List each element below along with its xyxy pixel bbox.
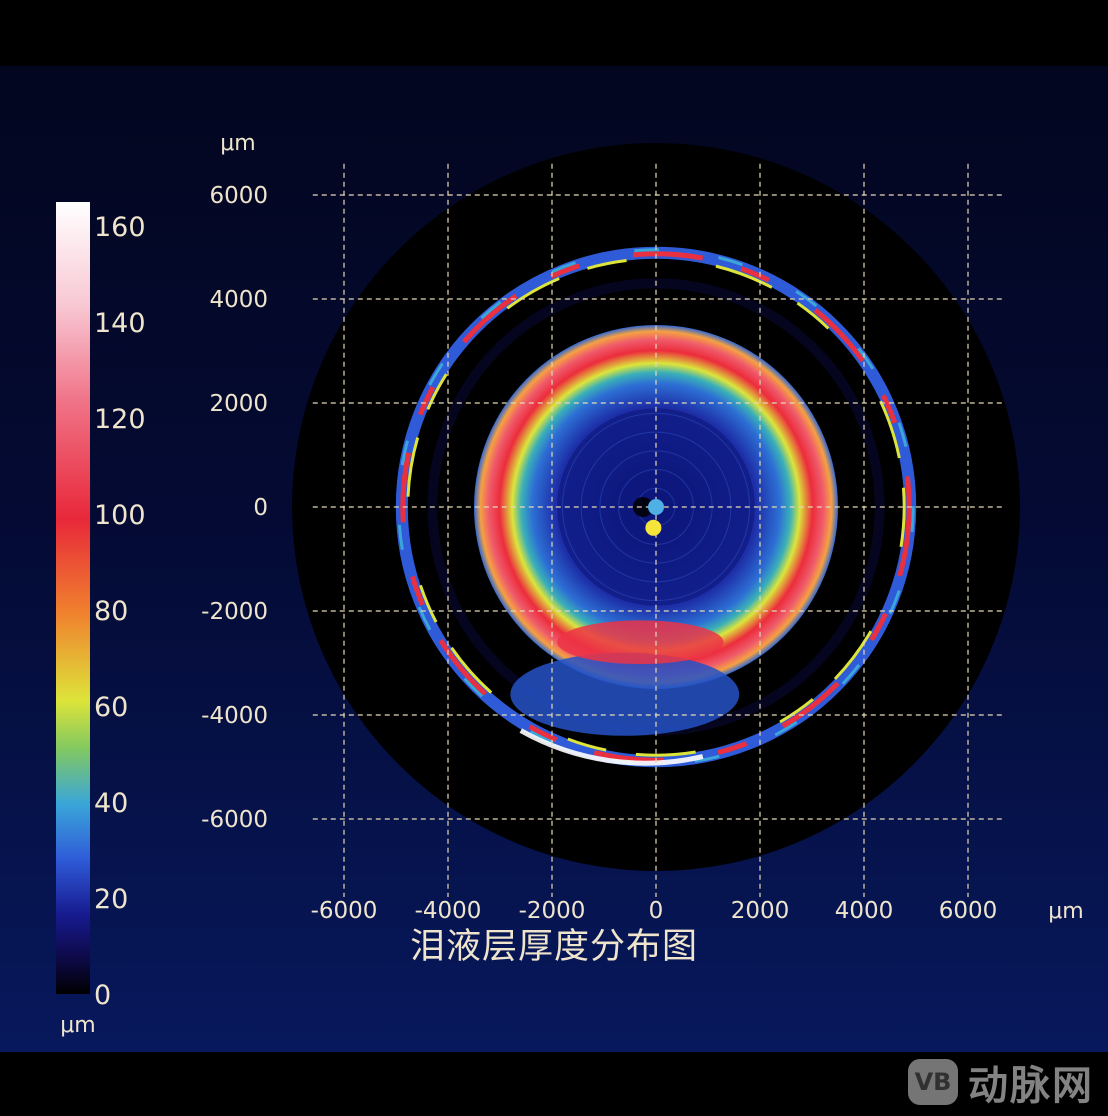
colorbar-tick-label: 60 bbox=[94, 692, 128, 723]
colorbar-tick-label: 40 bbox=[94, 788, 128, 819]
central-dark-spot bbox=[633, 497, 653, 517]
lower-red-band bbox=[557, 620, 724, 665]
x-tick-label: 4000 bbox=[835, 898, 894, 924]
y-tick-label: -2000 bbox=[201, 599, 268, 625]
lower-lobe bbox=[510, 652, 740, 736]
x-axis-unit-label: μm bbox=[1048, 899, 1083, 924]
yellow-marker bbox=[645, 519, 662, 536]
colorbar-tick-label: 140 bbox=[94, 308, 146, 339]
chart-title: 泪液层厚度分布图 bbox=[409, 927, 698, 967]
colorbar-tick-label: 100 bbox=[94, 500, 146, 531]
colorbar-unit-label: μm bbox=[60, 1013, 95, 1038]
x-tick-label: 6000 bbox=[939, 898, 998, 924]
y-tick-label: 6000 bbox=[209, 183, 268, 209]
watermark-text: 动脉网 bbox=[968, 1063, 1094, 1109]
colorbar-tick-label: 120 bbox=[94, 404, 146, 435]
watermark-logo: VB bbox=[908, 1059, 958, 1105]
x-tick-label: -4000 bbox=[415, 898, 482, 924]
grid-lines bbox=[312, 163, 1005, 897]
colorbar: 0 20 40 60 80 100 120 140 160 μm bbox=[56, 202, 146, 1038]
x-axis-ticks: -6000 -4000 -2000 0 2000 4000 6000 bbox=[311, 898, 998, 924]
watermark: VB 动脉网 bbox=[908, 1058, 1094, 1109]
top-black-bar bbox=[0, 0, 1108, 66]
outer-ring-white-arc bbox=[519, 728, 704, 766]
colorbar-tick-label: 0 bbox=[94, 980, 111, 1011]
x-tick-label: 2000 bbox=[731, 898, 790, 924]
y-tick-label: 4000 bbox=[209, 287, 268, 313]
colorbar-gradient bbox=[56, 202, 90, 994]
center-markers bbox=[645, 499, 664, 536]
y-axis-unit-label: μm bbox=[220, 131, 255, 156]
y-tick-label: 0 bbox=[253, 495, 268, 521]
x-tick-label: -2000 bbox=[519, 898, 586, 924]
blue-marker bbox=[648, 499, 664, 515]
chart-panel: 0 20 40 60 80 100 120 140 160 μm -6000 -4000 -2000… bbox=[0, 66, 1108, 1052]
outer-ring-yellow bbox=[406, 257, 906, 757]
x-tick-label: -6000 bbox=[311, 898, 378, 924]
y-tick-label: -4000 bbox=[201, 703, 268, 729]
colorbar-tick-label: 80 bbox=[94, 596, 128, 627]
y-tick-label: -6000 bbox=[201, 807, 268, 833]
y-tick-label: 2000 bbox=[209, 391, 268, 417]
colorbar-tick-label: 20 bbox=[94, 884, 128, 915]
colorbar-tick-label: 160 bbox=[94, 212, 146, 243]
y-axis-ticks: 6000 4000 2000 0 -2000 -4000 -6000 bbox=[201, 183, 268, 833]
x-tick-label: 0 bbox=[649, 898, 664, 924]
chart-svg: 0 20 40 60 80 100 120 140 160 μm -6000 -4000 -2000… bbox=[56, 131, 1084, 1038]
plot-area: -6000 -4000 -2000 0 2000 4000 6000 6000 4000 200… bbox=[201, 131, 1084, 924]
